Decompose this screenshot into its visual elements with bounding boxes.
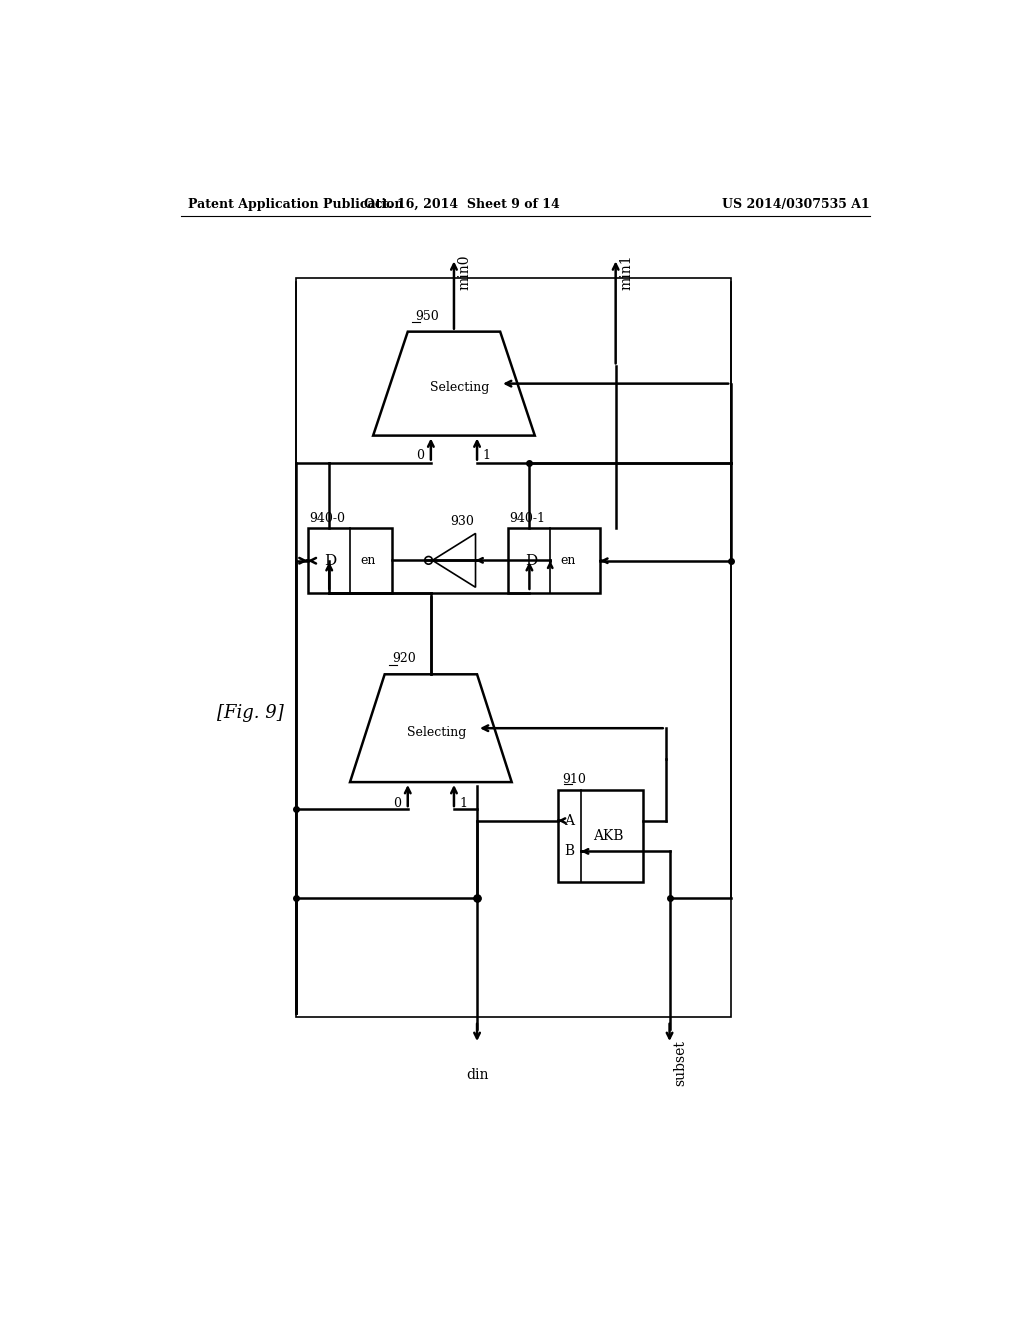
Text: 930: 930 bbox=[451, 515, 474, 528]
Text: subset: subset bbox=[674, 1040, 687, 1086]
Text: Selecting: Selecting bbox=[408, 726, 467, 739]
Text: 1: 1 bbox=[459, 797, 467, 810]
Text: [Fig. 9]: [Fig. 9] bbox=[216, 704, 284, 722]
Text: 920: 920 bbox=[392, 652, 416, 665]
Text: 950: 950 bbox=[416, 310, 439, 323]
Text: AKB: AKB bbox=[593, 829, 624, 843]
Text: 910: 910 bbox=[562, 772, 586, 785]
Text: 0: 0 bbox=[416, 449, 424, 462]
Text: en: en bbox=[560, 554, 575, 568]
Text: A: A bbox=[564, 813, 574, 828]
Text: Selecting: Selecting bbox=[430, 381, 489, 393]
Bar bbox=[296, 277, 731, 1016]
Text: en: en bbox=[360, 554, 376, 568]
Text: min0: min0 bbox=[458, 255, 472, 290]
Bar bbox=[558, 789, 643, 882]
Text: B: B bbox=[564, 845, 574, 858]
Text: 0: 0 bbox=[393, 797, 401, 810]
Bar bbox=[508, 528, 600, 594]
Text: US 2014/0307535 A1: US 2014/0307535 A1 bbox=[722, 198, 869, 211]
Text: min1: min1 bbox=[620, 255, 634, 290]
Text: D: D bbox=[325, 553, 337, 568]
Text: D: D bbox=[525, 553, 537, 568]
Text: din: din bbox=[466, 1068, 488, 1081]
Bar bbox=[307, 528, 392, 594]
Text: Patent Application Publication: Patent Application Publication bbox=[188, 198, 403, 211]
Text: 1: 1 bbox=[482, 449, 490, 462]
Text: Oct. 16, 2014  Sheet 9 of 14: Oct. 16, 2014 Sheet 9 of 14 bbox=[364, 198, 559, 211]
Text: 940-1: 940-1 bbox=[509, 512, 546, 525]
Text: 940-0: 940-0 bbox=[309, 512, 345, 525]
